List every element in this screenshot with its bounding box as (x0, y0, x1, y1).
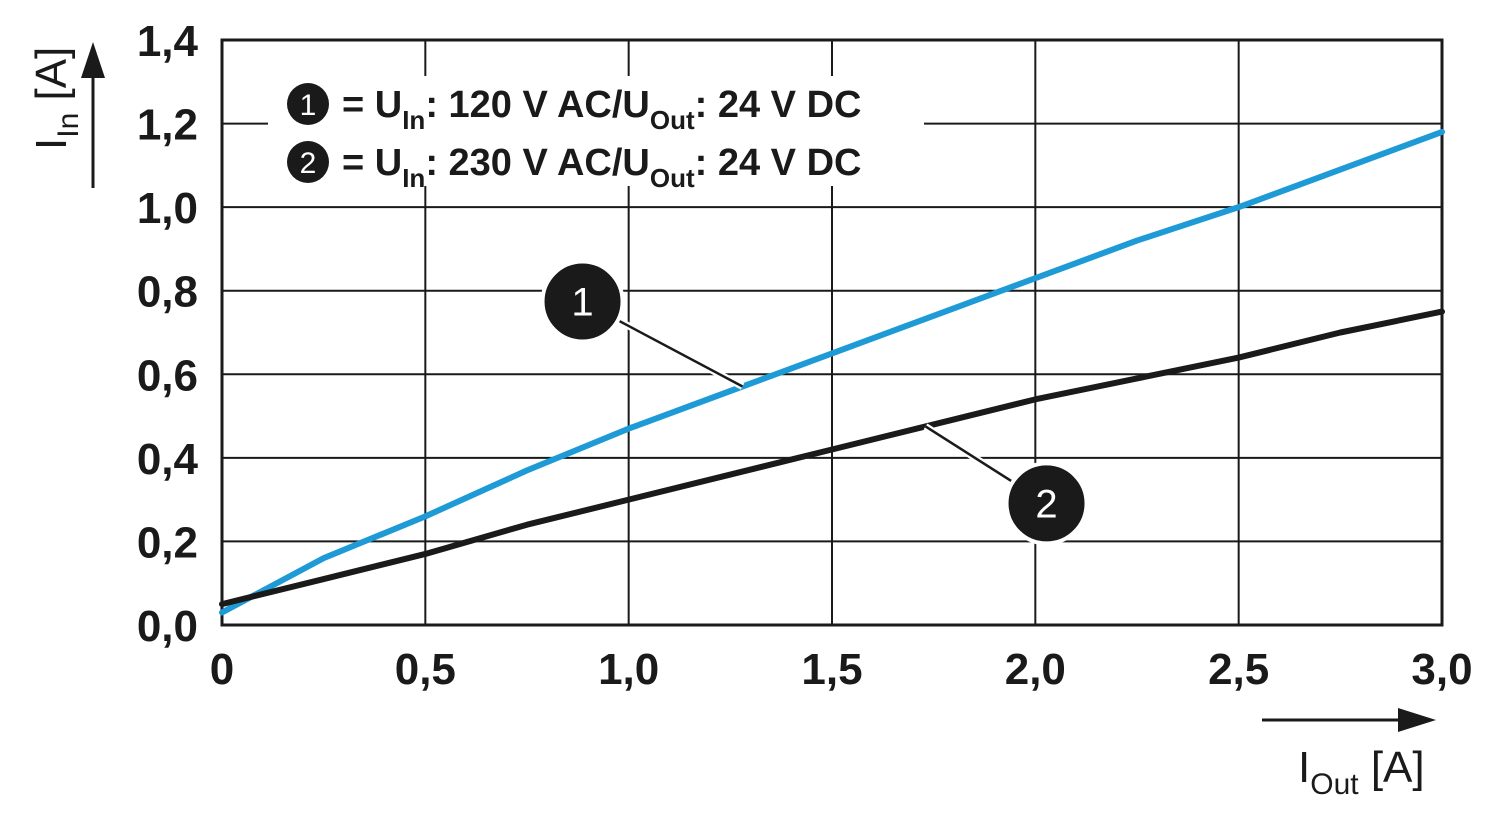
series-layer (219, 128, 1445, 616)
y-tick-labels: 0,0 0,2 0,4 0,6 0,8 1,0 1,2 1,4 (137, 17, 199, 651)
legend-entry-2: 2 = UIn: 230 V AC/UOut: 24 V DC (287, 141, 861, 193)
x-axis-title-unit: [A] (1359, 743, 1425, 792)
y-tick-label: 0,8 (137, 268, 198, 317)
y-axis-title-main: I (27, 138, 76, 150)
x-axis-title-main: I (1298, 743, 1310, 792)
callout-2: 2 (923, 423, 1089, 546)
callout-label: 2 (1035, 482, 1057, 526)
x-tick-label: 2,5 (1208, 645, 1269, 694)
x-tick-label: 2,0 (1005, 645, 1066, 694)
callout-marker (540, 259, 625, 344)
x-tick-label: 1,5 (801, 645, 862, 694)
legend-marker-label: 1 (300, 89, 317, 122)
legend-marker (287, 83, 329, 125)
legend-label: = UIn: 230 V AC/UOut: 24 V DC (342, 142, 861, 193)
legend-label: = UIn: 120 V AC/UOut: 24 V DC (342, 84, 861, 135)
legend-marker (287, 141, 329, 183)
x-tick-labels: 0 0,5 1,0 1,5 2,0 2,5 3,0 (210, 645, 1473, 694)
legend-marker-label: 2 (300, 147, 317, 180)
legend-box (268, 76, 924, 186)
x-axis-title: IOut [A] (1262, 708, 1436, 801)
y-tick-label: 0,6 (137, 351, 198, 400)
series-line-1 (219, 128, 1445, 616)
x-axis-arrow-head (1398, 708, 1436, 732)
x-tick-label: 0,5 (395, 645, 456, 694)
series-line-2 (219, 308, 1445, 608)
x-tick-label: 0 (210, 645, 234, 694)
callout-marker (1004, 461, 1089, 546)
svg-text:IIn [A]: IIn [A] (27, 47, 85, 150)
y-axis-title: IIn [A] (27, 42, 105, 188)
annotations: 12 (540, 259, 1089, 546)
callout-label: 1 (571, 280, 593, 324)
svg-text:IOut [A]: IOut [A] (1298, 743, 1425, 801)
plot-frame (220, 38, 1444, 627)
y-tick-label: 0,0 (137, 602, 198, 651)
callout-1: 1 (540, 259, 745, 390)
y-tick-label: 1,2 (137, 101, 198, 150)
y-axis-title-unit: [A] (27, 47, 76, 113)
y-tick-label: 1,0 (137, 184, 198, 233)
x-tick-label: 1,0 (598, 645, 659, 694)
legend-entry-1: 1 = UIn: 120 V AC/UOut: 24 V DC (287, 83, 861, 135)
y-tick-label: 0,2 (137, 518, 198, 567)
x-axis-title-sub: Out (1310, 768, 1359, 801)
y-axis-title-sub: In (52, 113, 85, 138)
y-axis-arrow-head (81, 42, 105, 78)
legend: 1 = UIn: 120 V AC/UOut: 24 V DC 2 = UIn: 23… (268, 76, 924, 193)
y-tick-label: 1,4 (137, 17, 199, 66)
x-tick-label: 3,0 (1411, 645, 1472, 694)
y-tick-label: 0,4 (137, 435, 199, 484)
